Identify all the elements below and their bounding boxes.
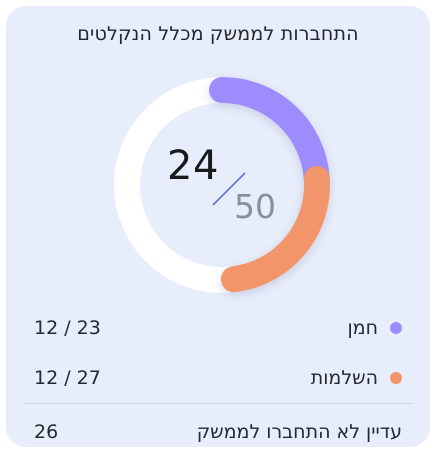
legend-dot-icon <box>390 322 402 334</box>
not-connected-label: עדיין לא התחברו לממשק <box>196 421 402 443</box>
donut-chart <box>109 72 335 298</box>
donut-segment-1 <box>220 166 330 293</box>
legend-label: חמן <box>347 317 379 339</box>
total-count: 50 <box>234 187 276 226</box>
legend-row-hamen: 12 / 23 חמן <box>34 313 402 343</box>
donut-svg <box>114 77 330 293</box>
card-title: התחברות לממשק מכלל הנקלטים <box>77 23 359 45</box>
connection-summary-card: התחברות לממשק מכלל הנקלטים 24 50 12 / 23… <box>6 6 430 447</box>
legend-label: השלמות <box>310 367 378 389</box>
legend-value: 12 / 23 <box>34 317 101 339</box>
fraction-slash <box>212 172 246 206</box>
legend-dot-icon <box>390 372 402 384</box>
divider <box>24 403 412 404</box>
legend-row-hashlamot: 12 / 27 השלמות <box>34 363 402 393</box>
not-connected-row: 26 עדיין לא התחברו לממשק <box>34 417 402 447</box>
connected-count: 24 <box>167 143 219 189</box>
donut-segment-0 <box>209 77 330 193</box>
legend-value: 12 / 27 <box>34 367 101 389</box>
not-connected-value: 26 <box>34 421 59 443</box>
